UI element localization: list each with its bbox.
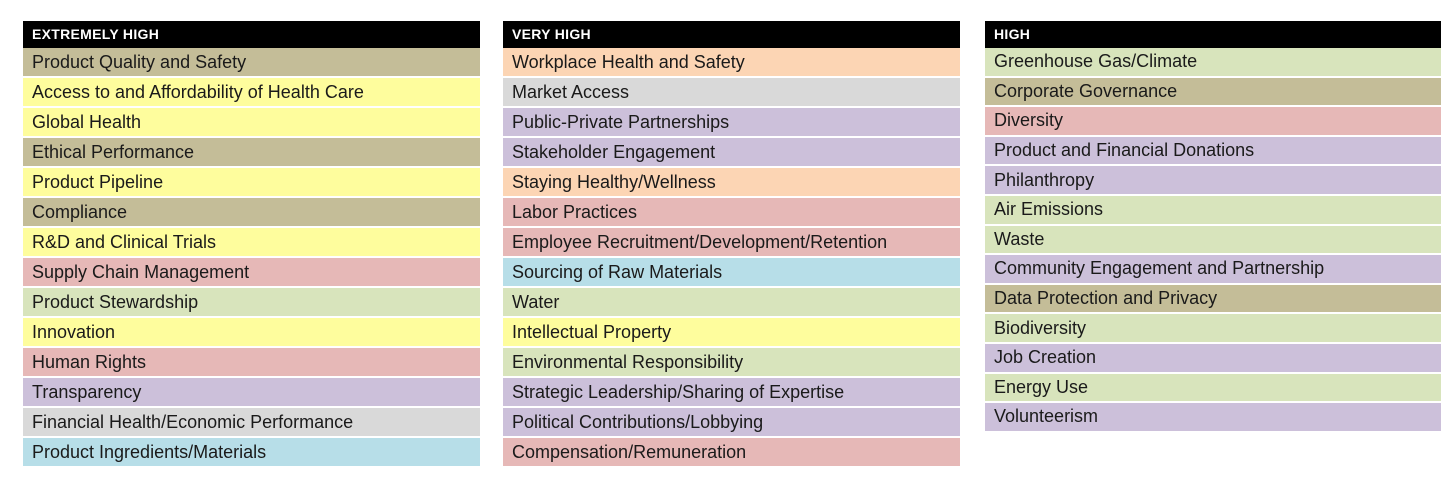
list-item: Volunteerism bbox=[985, 403, 1441, 433]
list-item: Strategic Leadership/Sharing of Expertis… bbox=[503, 378, 960, 408]
list-item: Public-Private Partnerships bbox=[503, 108, 960, 138]
list-item: Human Rights bbox=[23, 348, 480, 378]
column-header: HIGH bbox=[985, 21, 1441, 48]
list-item: Air Emissions bbox=[985, 195, 1441, 226]
list-item: Water bbox=[503, 288, 960, 318]
list-item: Biodiversity bbox=[985, 314, 1441, 344]
column-header: VERY HIGH bbox=[503, 21, 960, 48]
list-item: Product Stewardship bbox=[23, 288, 480, 318]
list-item: Compensation/Remuneration bbox=[503, 438, 960, 468]
list-item: Political Contributions/Lobbying bbox=[503, 408, 960, 438]
column-header: EXTREMELY HIGH bbox=[23, 21, 480, 48]
list-item: Labor Practices bbox=[503, 198, 960, 228]
list-item: Transparency bbox=[23, 378, 480, 408]
list-item: Access to and Affordability of Health Ca… bbox=[23, 78, 480, 108]
list-item: Community Engagement and Partnership bbox=[985, 255, 1441, 285]
list-item: Environmental Responsibility bbox=[503, 348, 960, 378]
list-item: Energy Use bbox=[985, 373, 1441, 404]
list-item: Data Protection and Privacy bbox=[985, 284, 1441, 315]
list-item: Market Access bbox=[503, 78, 960, 108]
list-item: Supply Chain Management bbox=[23, 258, 480, 288]
list-item: Intellectual Property bbox=[503, 318, 960, 348]
column-very-high: VERY HIGH Workplace Health and Safety Ma… bbox=[503, 21, 960, 468]
list-item: Sourcing of Raw Materials bbox=[503, 258, 960, 288]
list-item: Staying Healthy/Wellness bbox=[503, 168, 960, 198]
list-item: Financial Health/Economic Performance bbox=[23, 408, 480, 438]
list-item: Product Pipeline bbox=[23, 168, 480, 198]
list-item: Corporate Governance bbox=[985, 77, 1441, 108]
list-item: Philanthropy bbox=[985, 166, 1441, 196]
list-item: Global Health bbox=[23, 108, 480, 138]
list-item: Ethical Performance bbox=[23, 138, 480, 168]
list-item: Compliance bbox=[23, 198, 480, 228]
list-item: Waste bbox=[985, 225, 1441, 256]
list-item: Employee Recruitment/Development/Retenti… bbox=[503, 228, 960, 258]
list-item: Innovation bbox=[23, 318, 480, 348]
list-item: Product and Financial Donations bbox=[985, 136, 1441, 167]
list-item: Greenhouse Gas/Climate bbox=[985, 48, 1441, 78]
list-item: Diversity bbox=[985, 107, 1441, 137]
column-extremely-high: EXTREMELY HIGH Product Quality and Safet… bbox=[23, 21, 480, 468]
list-item: Product Quality and Safety bbox=[23, 48, 480, 78]
list-item: Job Creation bbox=[985, 343, 1441, 374]
list-item: Product Ingredients/Materials bbox=[23, 438, 480, 468]
column-high: HIGH Greenhouse Gas/Climate Corporate Go… bbox=[985, 21, 1441, 433]
list-item: Workplace Health and Safety bbox=[503, 48, 960, 78]
list-item: R&D and Clinical Trials bbox=[23, 228, 480, 258]
list-item: Stakeholder Engagement bbox=[503, 138, 960, 168]
